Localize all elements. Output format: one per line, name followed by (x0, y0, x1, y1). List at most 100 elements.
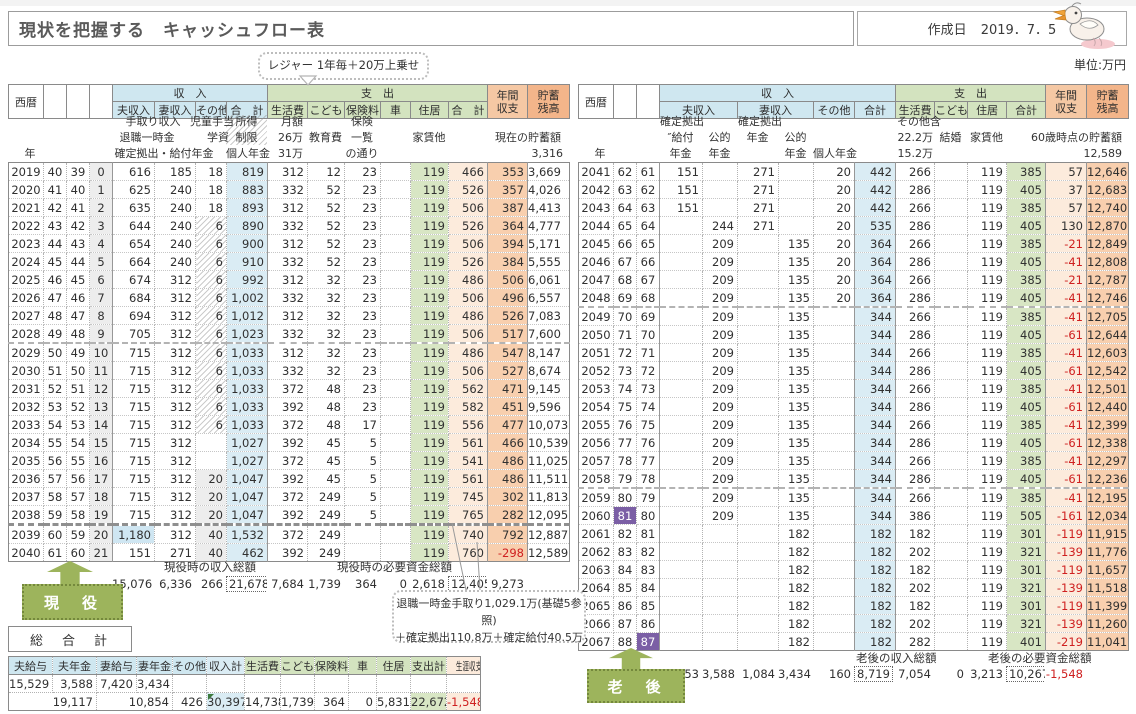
year-cell[interactable]: 2045 (578, 234, 614, 253)
husband-age-cell[interactable]: 42 (43, 198, 67, 217)
annual-balance-cell[interactable]: 547 (487, 342, 528, 362)
living-cost-cell[interactable]: 286 (895, 288, 935, 308)
income-total-cell[interactable]: 442 (854, 162, 896, 181)
annual-balance-cell[interactable]: 353 (487, 162, 528, 181)
children-cost-cell[interactable]: 32 (307, 361, 345, 380)
living-cost-cell[interactable]: 266 (895, 306, 935, 326)
children-cost-cell[interactable] (934, 433, 968, 452)
insurance-cell[interactable]: 23 (344, 216, 381, 235)
car-total[interactable]: 0 (348, 692, 377, 711)
annual-balance-cell[interactable]: -41 (1045, 343, 1087, 362)
annual-balance-cell[interactable]: -41 (1045, 451, 1087, 470)
savings-balance-cell[interactable]: 8,147 (527, 342, 570, 362)
wife-dc-pension-cell[interactable] (737, 578, 779, 597)
husband-dc-pension-cell[interactable] (659, 397, 703, 416)
wife-income-cell[interactable]: 185 (154, 162, 196, 181)
annual-balance-cell[interactable]: 282 (487, 505, 528, 525)
wife-public-pension-cell[interactable]: 135 (778, 325, 814, 344)
savings-balance-cell[interactable]: 6,061 (527, 270, 570, 289)
other-income-cell[interactable]: 20 (195, 469, 227, 488)
husband-dc-pension-cell[interactable] (659, 325, 703, 344)
child-age-cell[interactable]: 19 (89, 505, 113, 525)
housing-cell[interactable]: 119 (410, 270, 449, 289)
living-cost-cell[interactable]: 266 (895, 198, 935, 217)
housing-cell[interactable]: 119 (967, 596, 1007, 615)
year-cell[interactable]: 2052 (578, 361, 614, 380)
children-cost-cell[interactable] (934, 506, 968, 525)
children-cost-cell[interactable]: 52 (307, 216, 345, 235)
wife-age-cell[interactable]: 62 (636, 180, 660, 199)
insurance-cell[interactable]: 23 (344, 306, 381, 325)
annual-balance-cell[interactable]: 471 (487, 379, 528, 398)
year-cell[interactable]: 2022 (8, 216, 44, 235)
children-cost-cell[interactable] (934, 361, 968, 380)
savings-balance-cell[interactable]: 12,705 (1086, 306, 1129, 326)
income-total-cell[interactable]: 442 (854, 198, 896, 217)
housing-cell[interactable]: 119 (967, 542, 1007, 561)
husband-dc-pension-cell[interactable]: 151 (659, 162, 703, 181)
husband-dc-pension-cell[interactable] (659, 379, 703, 398)
savings-balance-cell[interactable]: 11,657 (1086, 560, 1129, 579)
wife-public-pension-cell[interactable]: 182 (778, 578, 814, 597)
children-cost-cell[interactable] (934, 343, 968, 362)
husband-public-pension-cell[interactable]: 209 (702, 325, 738, 344)
annual-balance-cell[interactable]: -119 (1045, 560, 1087, 579)
living-cost-cell[interactable]: 286 (895, 180, 935, 199)
insurance-cell[interactable]: 17 (344, 415, 381, 434)
personal-pension-cell[interactable] (813, 451, 855, 470)
husband-dc-pension-cell[interactable] (659, 506, 703, 525)
child-age-cell[interactable]: 15 (89, 433, 113, 452)
child-age-cell[interactable]: 16 (89, 451, 113, 470)
annual-balance-cell[interactable]: -139 (1045, 614, 1087, 633)
children-cost-cell[interactable] (934, 524, 968, 543)
living-cost-cell[interactable]: 372 (267, 379, 308, 398)
savings-balance-cell[interactable]: 11,399 (1086, 596, 1129, 615)
savings-balance-cell[interactable]: 8,674 (527, 361, 570, 380)
living-cost-cell[interactable]: 266 (895, 487, 935, 507)
husband-dc-pension-cell[interactable] (659, 578, 703, 597)
husband-public-pension-cell[interactable] (702, 542, 738, 561)
living-total[interactable]: 14,738 (244, 692, 281, 711)
child-age-cell[interactable]: 14 (89, 415, 113, 434)
car-cell[interactable] (380, 234, 411, 253)
income-total-cell[interactable]: 893 (226, 198, 268, 217)
husband-age-cell[interactable]: 65 (613, 216, 637, 235)
expense-total-cell[interactable]: 506 (448, 234, 488, 253)
income-total-cell[interactable]: 344 (854, 325, 896, 344)
husband-dc-pension-cell[interactable]: 151 (659, 198, 703, 217)
personal-pension-cell[interactable] (813, 524, 855, 543)
wife-public-pension-cell[interactable]: 135 (778, 487, 814, 507)
year-cell[interactable]: 2066 (578, 614, 614, 633)
housing-cell[interactable]: 119 (967, 325, 1007, 344)
lifetime-balance-value[interactable]: -1,548 (446, 692, 481, 711)
wife-age-cell[interactable]: 79 (636, 487, 660, 507)
husband-public-pension-cell[interactable] (702, 578, 738, 597)
wife-public-pension-cell[interactable] (778, 162, 814, 181)
personal-pension-cell[interactable] (813, 397, 855, 416)
annual-balance-cell[interactable]: 486 (487, 469, 528, 488)
husband-public-pension-cell[interactable] (702, 180, 738, 199)
insurance-cell[interactable]: 23 (344, 234, 381, 253)
other-income-cell[interactable]: 6 (195, 270, 227, 289)
wife-public-pension-cell[interactable] (778, 216, 814, 235)
annual-balance-cell[interactable]: 496 (487, 288, 528, 307)
income-total-cell[interactable]: 344 (854, 433, 896, 452)
annual-balance-cell[interactable]: 477 (487, 415, 528, 434)
husband-public-pension-cell[interactable]: 209 (702, 451, 738, 470)
other-income-cell[interactable]: 6 (195, 379, 227, 398)
child-age-cell[interactable]: 21 (89, 543, 113, 562)
husband-public-pension-cell[interactable] (702, 560, 738, 579)
husband-age-cell[interactable]: 61 (43, 543, 67, 562)
car-cell[interactable] (380, 433, 411, 452)
wife-public-pension-cell[interactable]: 182 (778, 560, 814, 579)
expense-total-cell[interactable]: 506 (448, 288, 488, 307)
personal-pension-cell[interactable] (813, 379, 855, 398)
expense-total-cell[interactable]: 486 (448, 306, 488, 325)
living-cost-cell[interactable]: 266 (895, 270, 935, 289)
children-cost-cell[interactable]: 52 (307, 234, 345, 253)
year-cell[interactable]: 2037 (8, 487, 44, 506)
living-cost-cell[interactable]: 372 (267, 451, 308, 470)
husband-dc-pension-cell[interactable] (659, 343, 703, 362)
wife-age-cell[interactable]: 55 (66, 451, 90, 470)
empty-cell[interactable] (410, 674, 447, 693)
